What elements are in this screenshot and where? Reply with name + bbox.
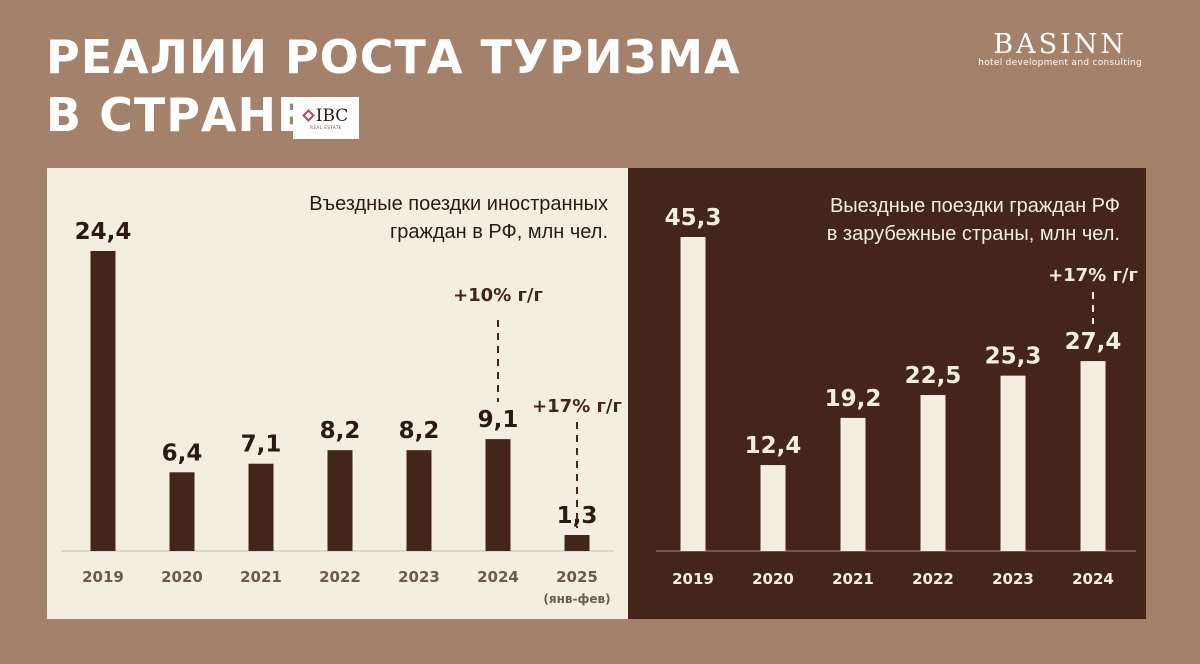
bar-2020 [169,472,195,551]
annotation-2024: +10% г/г [453,285,543,306]
bar-2023 [1000,375,1026,551]
ibc-diamond-icon [301,109,315,122]
inbound-chart-panel: 24,4 2019 6,4 2020 7,1 2021 8,2 2022 8,2 2023 9,1 2… [47,168,628,619]
data-label-2021: 19,2 [825,386,882,412]
data-label-2024: 27,4 [1065,329,1122,355]
bar-2025 [564,535,590,551]
data-label-2019: 24,4 [75,219,132,245]
data-label-2023: 25,3 [985,344,1042,370]
data-label-2023: 8,2 [399,418,440,444]
tick-label-2019: 2019 [82,568,124,586]
brand-logo: BASINN hotel development and consulting [978,29,1142,69]
tick-label-2022: 2022 [912,570,954,588]
tick-label-2023: 2023 [992,570,1034,588]
data-label-2024: 9,1 [478,407,519,433]
tick-label-2022: 2022 [319,568,361,586]
tick-label-2025: 2025 [556,568,598,586]
data-label-2020: 12,4 [745,433,802,459]
outbound-chart-panel: 45,3 2019 12,4 2020 19,2 2021 22,5 2022 25,3 2023… [628,168,1146,619]
data-label-2022: 22,5 [905,363,962,389]
data-label-2019: 45,3 [665,205,722,231]
page-title-line2: В СТРАНЕ [46,88,310,142]
bar-2019 [680,237,706,551]
tick-label-2021: 2021 [240,568,282,586]
outbound-chart: 45,3 2019 12,4 2020 19,2 2021 22,5 2022 25,3 2023… [656,205,1138,588]
annotation-2025: +17% г/г [532,396,622,417]
page-title: РЕАЛИИ РОСТА ТУРИЗМА В СТРАНЕ [46,28,741,144]
annotation-2024: +17% г/г [1048,265,1138,286]
tick-label-2020: 2020 [752,570,794,588]
tick-label-2023: 2023 [398,568,440,586]
data-label-2021: 7,1 [241,432,282,458]
tick-label-2020: 2020 [161,568,203,586]
data-label-2022: 8,2 [320,418,361,444]
tick-label-2024: 2024 [1072,570,1114,588]
bar-2024 [1080,361,1106,551]
brand-tagline: hotel development and consulting [978,58,1142,68]
ibc-logo: IBC REAL ESTATE [293,97,359,139]
brand-name: BASINN [993,29,1127,60]
bar-2022 [327,450,353,551]
ibc-logo-mark: IBC [315,105,349,126]
bar-2019 [90,251,116,551]
bar-2021 [248,463,274,551]
data-label-2020: 6,4 [162,440,203,466]
inbound-chart: 24,4 2019 6,4 2020 7,1 2021 8,2 2022 8,2 2023 9,1 2… [61,219,622,606]
outbound-chart-title: Выездные поездки граждан РФ в зарубежные… [827,192,1120,248]
tick-label-2024: 2024 [477,568,519,586]
outbound-chart-title-line1: Выездные поездки граждан РФ [829,195,1120,217]
inbound-chart-title-line1: Въездные поездки иностранных [309,193,608,215]
tick-label-2019: 2019 [672,570,714,588]
bar-2024 [485,439,511,551]
ibc-logo-sub: REAL ESTATE [310,124,342,130]
bar-2021 [840,417,866,551]
tick-label-2021: 2021 [832,570,874,588]
outbound-chart-title-line2: в зарубежные страны, млн чел. [826,223,1120,245]
inbound-chart-title-line2: граждан в РФ, млн чел. [389,221,608,243]
inbound-chart-title: Въездные поездки иностранных граждан в Р… [309,190,608,246]
page-title-line1: РЕАЛИИ РОСТА ТУРИЗМА [46,30,741,84]
tick-note-2025: (янв-фев) [543,592,610,606]
bar-2022 [920,395,946,551]
bar-2023 [406,450,432,551]
bar-2020 [760,465,786,551]
